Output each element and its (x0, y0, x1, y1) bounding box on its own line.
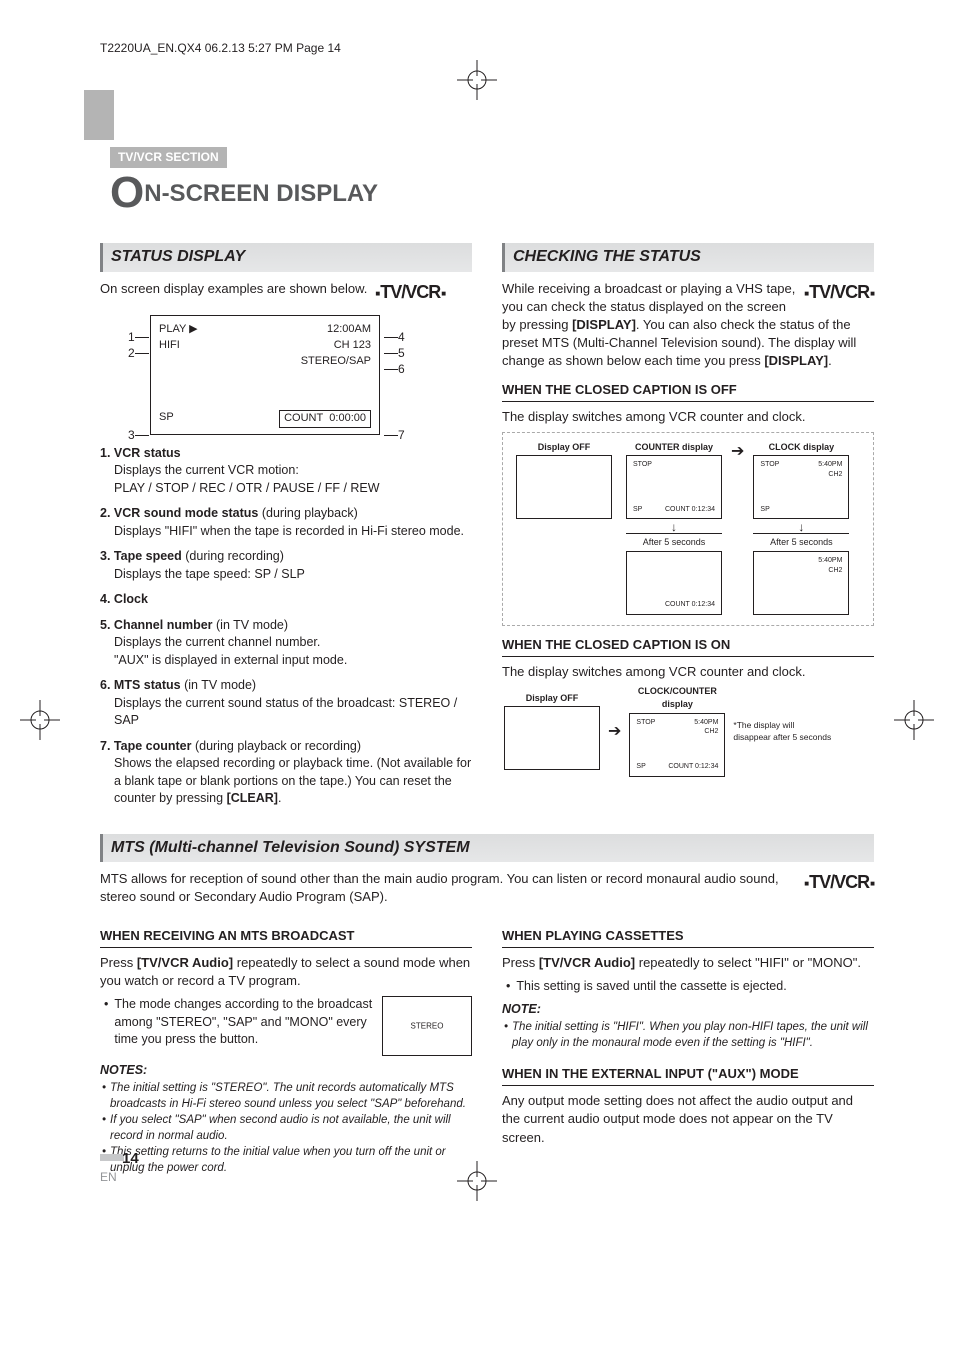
cc-on-head: WHEN THE CLOSED CAPTION IS ON (502, 636, 874, 657)
aux-head: WHEN IN THE EXTERNAL INPUT ("AUX") MODE (502, 1065, 874, 1086)
callout-1: 1 (128, 329, 149, 346)
mts-note-2: If you select "SAP" when second audio is… (102, 1112, 472, 1144)
print-header: T2220UA_EN.QX4 06.2.13 5:27 PM Page 14 (100, 40, 874, 57)
osd-count-lbl: COUNT (284, 412, 323, 424)
tvvcr-icon: TV/VCR (804, 870, 874, 895)
status-item-5: 5. Channel number (in TV mode)Displays t… (100, 617, 472, 670)
status-item-7: 7. Tape counter (during playback or reco… (100, 738, 472, 808)
crop-mark-bottom (457, 1161, 497, 1206)
title-cap: O (110, 168, 144, 217)
cc-off-text: The display switches among VCR counter a… (502, 408, 874, 426)
mini-screen-clock: STOP 5:40PMCH2 SP (753, 455, 849, 519)
arrow-right-icon: ➔ (731, 441, 744, 463)
checking-intro-3: . (828, 353, 832, 368)
crop-mark-right (894, 700, 934, 745)
label-display-off: Display OFF (526, 692, 579, 705)
label-counter-display: COUNTER display (635, 441, 713, 454)
cc-off-diagram: Display OFF COUNTER display STOP SP COUN… (502, 432, 874, 626)
note-head: NOTE: (502, 1001, 874, 1019)
after-5-label: After 5 seconds (626, 533, 722, 549)
mts-left-bullet: The mode changes according to the broadc… (104, 996, 376, 1049)
osd-example: PLAY ▶ 12:00AM HIFI CH 123 STEREO/SAP SP CO… (150, 315, 380, 435)
mts-note-1: The initial setting is "STEREO". The uni… (102, 1080, 472, 1112)
status-item-3: 3. Tape speed (during recording)Displays… (100, 548, 472, 583)
mts-left-p1: Press [TV/VCR Audio] repeatedly to selec… (100, 954, 472, 990)
stereo-box: STEREO (382, 996, 472, 1056)
callout-6: 6 (384, 361, 405, 378)
osd-ch: CH 123 (334, 338, 371, 353)
callout-7: 7 (384, 427, 405, 444)
mini-screen-blank (504, 706, 600, 770)
label-display-off: Display OFF (538, 441, 591, 454)
display-button: [DISPLAY] (764, 353, 828, 368)
label-clock-display: CLOCK display (769, 441, 835, 454)
after-5-label: After 5 seconds (753, 533, 849, 549)
status-display-head: STATUS DISPLAY (100, 243, 472, 271)
status-item-2: 2. VCR sound mode status (during playbac… (100, 505, 472, 540)
osd-hifi: HIFI (159, 338, 180, 353)
notes-head: NOTES: (100, 1062, 472, 1080)
mini-screen-counter-only: COUNT 0:12:34 (626, 551, 722, 615)
mini-screen-clock-counter: STOP 5:40PMCH2 SP COUNT 0:12:34 (629, 713, 725, 777)
gray-side-tab (84, 90, 114, 140)
status-item-1: 1. VCR statusDisplays the current VCR mo… (100, 445, 472, 498)
mts-note-3: This setting returns to the initial valu… (102, 1144, 472, 1176)
mts-right-bullet: This setting is saved until the cassette… (506, 978, 874, 996)
page-title: ON-SCREEN DISPLAY (110, 162, 874, 224)
mini-screen-blank (516, 455, 612, 519)
status-item-6: 6. MTS status (in TV mode)Displays the c… (100, 677, 472, 730)
mts-head: MTS (Multi-channel Television Sound) SYS… (100, 834, 874, 862)
osd-sp: SP (159, 410, 174, 427)
cc-on-diagram: Display OFF ➔ CLOCK/COUNTER display STOP… (502, 685, 874, 778)
mini-screen-clock-only: 5:40PMCH2 (753, 551, 849, 615)
callout-5: 5 (384, 345, 405, 362)
label-clock-counter: CLOCK/COUNTER display (627, 685, 727, 710)
disappear-note: *The display will disappear after 5 seco… (733, 720, 833, 744)
status-intro: On screen display examples are shown bel… (100, 280, 367, 298)
aux-text: Any output mode setting does not affect … (502, 1092, 874, 1147)
mts-broadcast-head: WHEN RECEIVING AN MTS BROADCAST (100, 927, 472, 948)
cc-off-head: WHEN THE CLOSED CAPTION IS OFF (502, 381, 874, 402)
page-number: 14 EN (100, 1148, 139, 1186)
crop-mark-top (457, 60, 497, 100)
checking-status-head: CHECKING THE STATUS (502, 243, 874, 271)
callout-2: 2 (128, 345, 149, 362)
mts-right-p1: Press [TV/VCR Audio] repeatedly to selec… (502, 954, 874, 972)
arrow-down-icon: ↓ (798, 521, 804, 533)
arrow-down-icon: ↓ (671, 521, 677, 533)
osd-count-val: 0:00:00 (329, 412, 366, 424)
status-item-4: 4. Clock (100, 591, 472, 609)
tvvcr-icon: TV/VCR (375, 280, 445, 305)
title-rest: N-SCREEN DISPLAY (144, 180, 378, 207)
crop-mark-left (20, 700, 60, 745)
callout-3: 3 (128, 427, 149, 444)
cc-on-text: The display switches among VCR counter a… (502, 663, 874, 681)
osd-audio: STEREO/SAP (301, 354, 371, 369)
mini-screen-counter: STOP SP COUNT 0:12:34 (626, 455, 722, 519)
osd-time: 12:00AM (327, 322, 371, 337)
callout-4: 4 (384, 329, 405, 346)
display-button: [DISPLAY] (572, 317, 636, 332)
mts-intro: MTS allows for reception of sound other … (100, 870, 792, 906)
tvvcr-icon: TV/VCR (804, 280, 874, 305)
osd-play: PLAY ▶ (159, 322, 198, 337)
cassettes-head: WHEN PLAYING CASSETTES (502, 927, 874, 948)
arrow-right-icon: ➔ (608, 721, 621, 743)
mts-right-note: The initial setting is "HIFI". When you … (504, 1019, 874, 1051)
